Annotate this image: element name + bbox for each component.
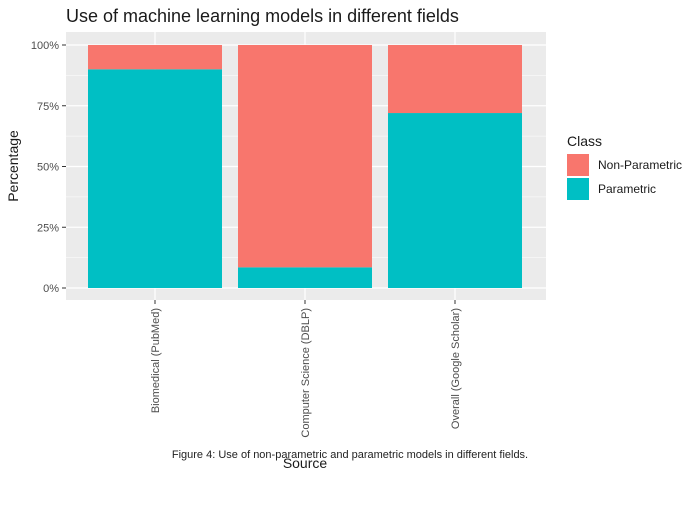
chart-title: Use of machine learning models in differ…	[66, 6, 459, 26]
x-axis-title: Source	[283, 455, 328, 471]
y-axis-title: Percentage	[5, 130, 21, 202]
bar-parametric-2	[238, 267, 372, 288]
legend-label: Non-Parametric	[598, 158, 682, 172]
bar-parametric-3	[388, 113, 522, 288]
bar-non-parametric-2	[238, 45, 372, 268]
bar-parametric-1	[88, 69, 222, 288]
legend-title: Class	[567, 133, 602, 149]
x-tick-label: Computer Science (DBLP)	[300, 308, 312, 438]
y-axis: 0% 25% 50% 75% 100%	[31, 40, 66, 295]
y-tick-label: 25%	[37, 222, 59, 234]
legend-swatch	[567, 178, 589, 200]
legend-swatch	[567, 154, 589, 176]
x-axis: Biomedical (PubMed) Computer Science (DBL…	[150, 300, 462, 438]
x-tick-label: Overall (Google Scholar)	[450, 308, 462, 429]
legend-label: Parametric	[598, 182, 656, 196]
bar-non-parametric-3	[388, 45, 522, 114]
x-tick-label: Biomedical (PubMed)	[150, 308, 162, 413]
y-tick-label: 75%	[37, 101, 59, 113]
y-tick-label: 0%	[43, 283, 59, 295]
y-tick-label: 100%	[31, 40, 59, 52]
figure-caption: Figure 4: Use of non-parametric and para…	[171, 449, 529, 461]
bars	[88, 45, 522, 288]
bar-non-parametric-1	[88, 45, 222, 70]
legend: Class Non-Parametric Parametric	[567, 133, 682, 200]
y-tick-label: 50%	[37, 162, 59, 174]
